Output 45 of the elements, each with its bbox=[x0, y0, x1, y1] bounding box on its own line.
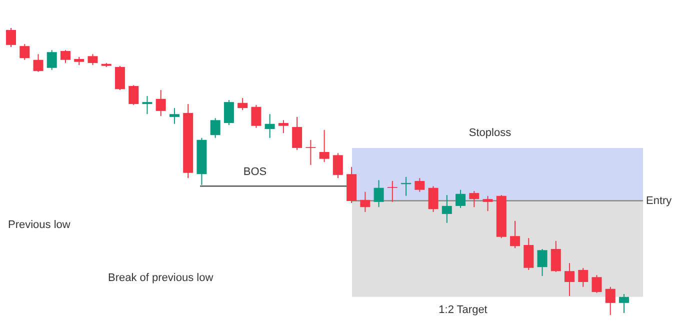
candlestick bbox=[46, 50, 57, 70]
candlestick bbox=[156, 89, 166, 117]
candlestick bbox=[524, 238, 534, 270]
candlestick bbox=[550, 240, 561, 272]
candlestick bbox=[564, 262, 575, 297]
ref-line-label: Entry bbox=[646, 195, 672, 207]
annotation: Break of previous low bbox=[108, 272, 214, 284]
candlestick bbox=[224, 100, 234, 126]
candlestick bbox=[360, 191, 370, 212]
candlestick bbox=[210, 118, 220, 138]
candlestick bbox=[20, 44, 30, 60]
candlestick bbox=[619, 294, 629, 314]
candlestick bbox=[128, 84, 139, 106]
candlestick bbox=[537, 248, 548, 276]
candlestick bbox=[306, 139, 316, 166]
annotation: Previous low bbox=[8, 219, 70, 231]
candlestick bbox=[142, 96, 152, 115]
candlestick bbox=[238, 98, 248, 111]
candlestick bbox=[169, 108, 180, 124]
candlestick bbox=[510, 220, 520, 249]
candlestick bbox=[442, 194, 452, 224]
candlestick bbox=[88, 54, 98, 66]
candlestick bbox=[469, 190, 480, 208]
candlestick bbox=[60, 50, 70, 64]
candlestick bbox=[264, 114, 275, 138]
candlestick bbox=[292, 116, 302, 150]
candlestick bbox=[456, 189, 466, 208]
candlestick bbox=[592, 274, 602, 294]
candlestick bbox=[414, 178, 425, 192]
candlestick bbox=[33, 54, 44, 72]
ref-line-label: BOS bbox=[243, 166, 267, 178]
candlestick bbox=[578, 267, 588, 288]
candlestick bbox=[374, 180, 384, 208]
candlestick bbox=[428, 186, 438, 212]
candlestick bbox=[319, 129, 330, 163]
band-label: Stoploss bbox=[468, 127, 512, 139]
band-label: 1:2 Target bbox=[438, 304, 488, 316]
candlestick bbox=[278, 120, 288, 134]
candlestick bbox=[605, 286, 616, 316]
candlestick bbox=[332, 152, 343, 179]
candlestick bbox=[114, 65, 125, 90]
candlestick bbox=[482, 195, 493, 212]
candlestick bbox=[251, 104, 262, 128]
candlestick bbox=[387, 180, 398, 202]
candlestick bbox=[6, 28, 16, 48]
